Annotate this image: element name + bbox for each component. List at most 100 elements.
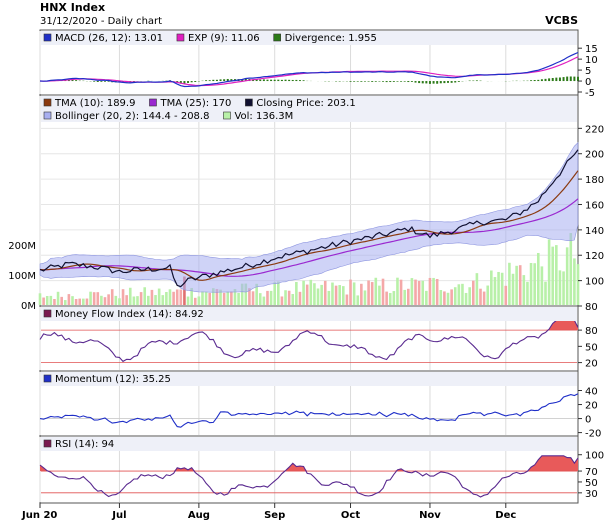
panel-macd: MACD (26, 12): 13.01 EXP (9): 11.06 Diverg… xyxy=(39,29,598,99)
volume-bar xyxy=(186,296,190,305)
volume-bar xyxy=(576,264,580,305)
x-tick-label: Aug xyxy=(188,510,210,521)
volume-bar xyxy=(248,288,251,305)
volume-bar xyxy=(504,285,508,305)
closing-price-line xyxy=(39,149,579,288)
volume-bar xyxy=(331,282,334,305)
volume-bar xyxy=(85,298,89,305)
y-tick-label: 140 xyxy=(585,226,604,237)
volume-bar xyxy=(461,283,464,305)
volume-bar xyxy=(526,281,529,305)
legend-band-mfi xyxy=(41,307,577,321)
volume-bar xyxy=(417,281,421,305)
volume-bar xyxy=(374,277,378,305)
volume-bar xyxy=(305,284,309,305)
volume-bar xyxy=(42,297,45,305)
y-tick-label: 100 xyxy=(585,277,604,288)
volume-bar xyxy=(150,289,154,305)
volume-bar xyxy=(121,289,125,305)
volume-bar xyxy=(107,294,110,305)
legend-band-momentum xyxy=(41,372,577,386)
volume-bar xyxy=(544,281,547,305)
y-tick-label: -20 xyxy=(585,429,601,440)
volume-bar xyxy=(540,266,544,305)
volume-bar xyxy=(45,295,49,305)
legend-swatch xyxy=(43,111,52,120)
volume-bar xyxy=(428,277,432,305)
volume-bar xyxy=(518,265,522,305)
volume-bar xyxy=(490,270,493,305)
volume-bar xyxy=(60,296,63,305)
volume-bar xyxy=(244,283,248,305)
volume-bar xyxy=(334,285,338,305)
y-tick-label: 70 xyxy=(585,467,598,478)
legend-label: Momentum (12): 35.25 xyxy=(55,374,171,385)
volume-bar xyxy=(356,295,360,305)
volume-bar xyxy=(432,277,435,305)
legend-label: EXP (9): 11.06 xyxy=(188,33,260,44)
volume-bar xyxy=(399,279,403,305)
volume-bar xyxy=(309,279,313,305)
volume-bar xyxy=(381,278,385,305)
volume-bar xyxy=(464,292,468,305)
y-tick-label: 180 xyxy=(585,175,604,186)
volume-bar xyxy=(482,291,486,305)
brand-label: VCBS xyxy=(545,14,578,27)
legend-band-rsi xyxy=(41,437,577,451)
legend-swatch xyxy=(273,33,281,42)
volume-bar xyxy=(360,283,363,305)
volume-bar xyxy=(515,265,518,305)
volume-bar xyxy=(367,280,370,305)
volume-bar xyxy=(493,277,497,305)
volume-bar xyxy=(197,296,201,305)
volume-bar xyxy=(273,282,276,305)
legend-label: Bollinger (20, 2): 144.4 - 208.8 xyxy=(55,111,209,122)
volume-bar xyxy=(208,292,212,305)
tma10-line xyxy=(39,170,579,281)
legend-label: Closing Price: 203.1 xyxy=(256,98,355,109)
volume-bar xyxy=(558,270,562,305)
volume-bar xyxy=(302,280,305,305)
volume-bar xyxy=(89,291,92,305)
volume-bar xyxy=(157,288,161,305)
legend-swatch xyxy=(149,98,157,107)
volume-bar xyxy=(251,291,255,305)
y-tick-label: 120 xyxy=(585,251,604,262)
volume-tick-label: 100M xyxy=(8,271,36,282)
volume-bar xyxy=(237,292,240,305)
volume-bar xyxy=(154,295,157,305)
y-tick-label: 0 xyxy=(585,77,591,88)
volume-bar xyxy=(71,296,74,305)
volume-bar xyxy=(327,290,331,305)
volume-bar xyxy=(204,291,208,305)
volume-bar xyxy=(118,298,121,305)
volume-bar xyxy=(96,292,100,305)
y-tick-label: 20 xyxy=(585,401,598,412)
chart-subtitle: 31/12/2020 - Daily chart xyxy=(40,16,162,27)
volume-bar xyxy=(258,293,262,305)
volume-bar xyxy=(161,295,165,305)
volume-bar xyxy=(128,287,132,305)
legend-label: Money Flow Index (14): 84.92 xyxy=(55,309,204,320)
y-tick-label: 50 xyxy=(585,342,598,353)
volume-tick-label: 0M xyxy=(21,301,36,312)
volume-bar xyxy=(414,279,417,305)
volume-bar xyxy=(298,291,302,305)
legend-label: MACD (26, 12): 13.01 xyxy=(55,33,163,44)
volume-bar xyxy=(56,291,60,305)
volume-bar xyxy=(569,233,573,305)
volume-bar xyxy=(132,296,136,305)
volume-bar xyxy=(100,295,103,305)
volume-bar xyxy=(233,289,237,305)
volume-bar xyxy=(555,245,558,305)
volume-bar xyxy=(38,293,42,305)
legend-swatch xyxy=(43,33,52,42)
volume-bar xyxy=(230,291,233,305)
volume-bar xyxy=(388,293,392,305)
volume-bar xyxy=(475,273,479,305)
volume-bar xyxy=(349,279,352,305)
volume-bar xyxy=(457,284,461,305)
volume-bar xyxy=(255,283,258,305)
